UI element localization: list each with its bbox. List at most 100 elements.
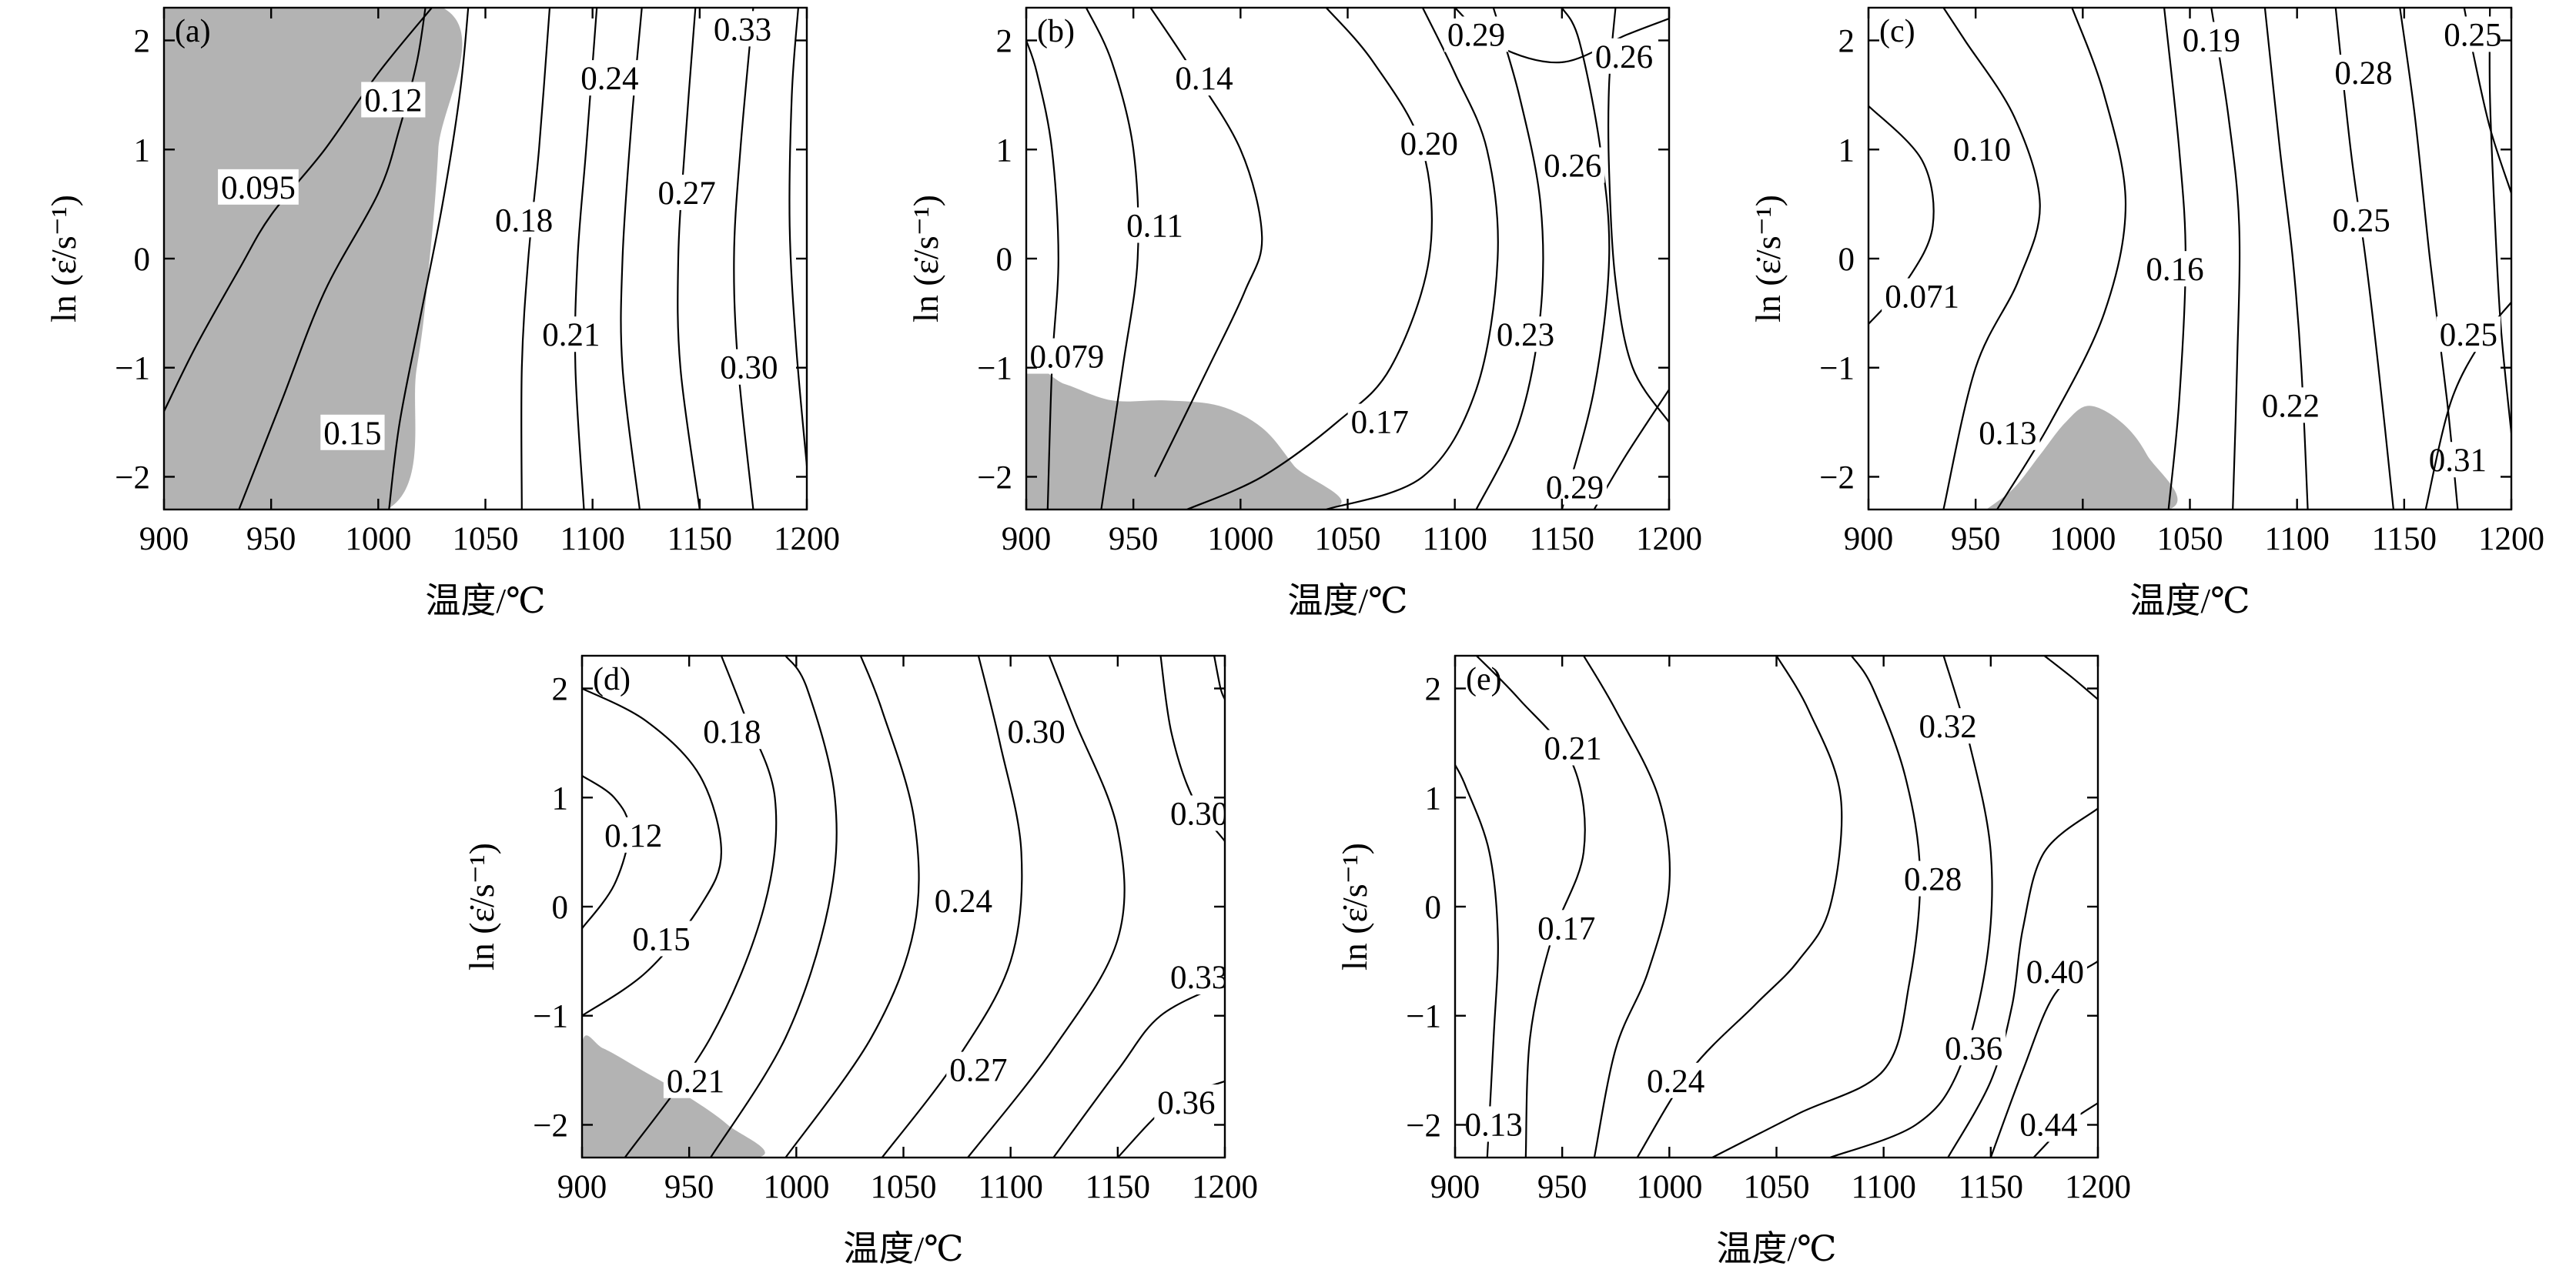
x-tick-label: 1000 xyxy=(1207,521,1273,557)
contour-label: 0.18 xyxy=(703,714,761,750)
contour-label: 0.30 xyxy=(1170,797,1228,833)
contour-line-0.15 xyxy=(388,8,470,510)
contour-label: 0.36 xyxy=(1157,1085,1215,1121)
contour-label: 0.14 xyxy=(1175,61,1233,97)
contour-line-0.19 xyxy=(2210,8,2241,510)
contour-label: 0.12 xyxy=(364,82,422,119)
instability-region xyxy=(1026,365,1342,510)
contour-label-bg xyxy=(1915,708,1980,744)
y-tick-label: 0 xyxy=(552,890,569,926)
contour-label: 0.095 xyxy=(221,170,296,206)
contour-label-bg xyxy=(931,882,996,918)
contour-line-0.33 xyxy=(1052,982,1225,1158)
contour-label-bg xyxy=(1534,910,1599,946)
contour-label: 0.29 xyxy=(1447,17,1505,53)
y-tick-label: −1 xyxy=(1406,999,1441,1035)
contour-label: 0.26 xyxy=(1544,149,1601,185)
y-axis-label: ln (ε̇/s⁻¹) xyxy=(1748,195,1788,322)
contour-label: 0.18 xyxy=(495,202,553,239)
y-tick-label: 2 xyxy=(1838,24,1855,60)
contour-label: 0.29 xyxy=(1546,470,1604,506)
contour-label-bg xyxy=(1172,60,1236,96)
contour-line-0.12 xyxy=(238,8,427,510)
contour-label: 0.21 xyxy=(667,1064,724,1100)
contour-label-bg xyxy=(663,1062,728,1098)
instability-region xyxy=(164,8,463,510)
x-tick-label: 1150 xyxy=(2372,521,2437,557)
y-tick-label: 1 xyxy=(552,780,569,817)
contour-label: 0.071 xyxy=(1885,279,1959,316)
contour-line-0.36 xyxy=(1947,807,2098,1158)
contour-line-0.18 xyxy=(520,8,551,510)
panel-label: (c) xyxy=(1879,14,1915,49)
contour-label: 0.16 xyxy=(2146,252,2203,288)
y-tick-label: 1 xyxy=(1838,132,1855,169)
contour-line-0.17 xyxy=(1186,8,1433,510)
contour-label-bg xyxy=(629,920,694,957)
x-tick-label: 1150 xyxy=(667,521,732,557)
y-axis-label: ln (ε̇/s⁻¹) xyxy=(1335,843,1374,971)
x-tick-label: 950 xyxy=(664,1169,714,1205)
contour-label: 0.21 xyxy=(542,317,600,353)
contour-line-0.33 xyxy=(1213,656,1225,700)
contour-label-bg xyxy=(1644,1062,1708,1098)
contour-line-0.21 xyxy=(1583,656,1671,1158)
x-tick-label: 1150 xyxy=(1959,1169,2023,1205)
contour-label: 0.25 xyxy=(2440,317,2497,353)
contour-line-0.33 xyxy=(788,8,807,466)
contour-label: 0.17 xyxy=(1351,405,1409,441)
contour-label-bg xyxy=(491,202,557,238)
x-tick-label: 900 xyxy=(139,521,189,557)
contour-label: 0.26 xyxy=(1595,39,1653,75)
contour-line-0.13 xyxy=(1455,764,1499,1158)
contour-label-bg xyxy=(1882,278,1962,314)
contour-label: 0.30 xyxy=(720,350,778,386)
contour-line-0.44 xyxy=(2043,656,2098,700)
contour-label-bg xyxy=(1397,125,1461,162)
contour-label: 0.40 xyxy=(2026,954,2084,991)
contour-label-bg xyxy=(2441,16,2505,52)
plot-area: 0.071 0.10 0.13 0.16 0.19 0.22 0.25 0.28 0.31 0.2… xyxy=(1868,8,2511,510)
contour-line-0.13 xyxy=(1996,8,2127,510)
y-tick-label: 0 xyxy=(1838,242,1855,278)
contour-label-bg xyxy=(717,349,781,385)
contour-label: 0.44 xyxy=(2019,1107,2077,1143)
x-tick-label: 1100 xyxy=(978,1169,1042,1205)
x-tick-label: 1000 xyxy=(763,1169,829,1205)
contour-label: 0.28 xyxy=(1904,862,1962,898)
y-tick-label: 2 xyxy=(996,24,1013,60)
contour-label: 0.10 xyxy=(1953,132,2011,168)
contour-label-bg xyxy=(1949,131,2015,167)
x-tick-label: 1100 xyxy=(2264,521,2329,557)
contour-label-bg xyxy=(577,60,642,96)
contour-label-bg xyxy=(2143,251,2207,287)
x-tick-label: 950 xyxy=(246,521,296,557)
y-tick-label: −1 xyxy=(1819,351,1855,387)
contour-label: 0.36 xyxy=(1945,1031,2002,1067)
x-axis-label: 温度/℃ xyxy=(425,581,545,620)
contour-label-bg xyxy=(1347,403,1412,439)
contour-line-0.17 xyxy=(1476,656,1586,1158)
contour-label-bg xyxy=(1166,959,1225,995)
y-tick-label: 1 xyxy=(996,132,1013,169)
x-axis-label: 温度/℃ xyxy=(843,1229,963,1268)
contour-label: 0.21 xyxy=(1544,730,1601,767)
contour-label-bg xyxy=(946,1051,1011,1088)
x-tick-label: 1100 xyxy=(1851,1169,1915,1205)
contour-label-bg xyxy=(1493,316,1558,352)
contour-label: 0.22 xyxy=(2262,388,2320,424)
contour-label-bg xyxy=(1004,713,1069,750)
panel-label: (d) xyxy=(593,662,631,697)
y-tick-label: 2 xyxy=(134,24,151,60)
y-tick-label: 1 xyxy=(134,132,151,169)
x-tick-label: 1150 xyxy=(1086,1169,1150,1205)
panel-d: 0.12 0.15 0.18 0.21 0.24 0.27 0.30 0.33 0.36 0.30… xyxy=(462,654,1258,1268)
contour-label: 0.11 xyxy=(1126,208,1183,244)
x-tick-label: 1000 xyxy=(1636,1169,1702,1205)
contour-line-0.21 xyxy=(710,656,838,1158)
y-tick-label: 2 xyxy=(1425,672,1442,708)
contour-line-0.28 xyxy=(2399,8,2459,510)
contour-line-0.28 xyxy=(1711,656,1922,1158)
x-tick-label: 900 xyxy=(1844,521,1894,557)
